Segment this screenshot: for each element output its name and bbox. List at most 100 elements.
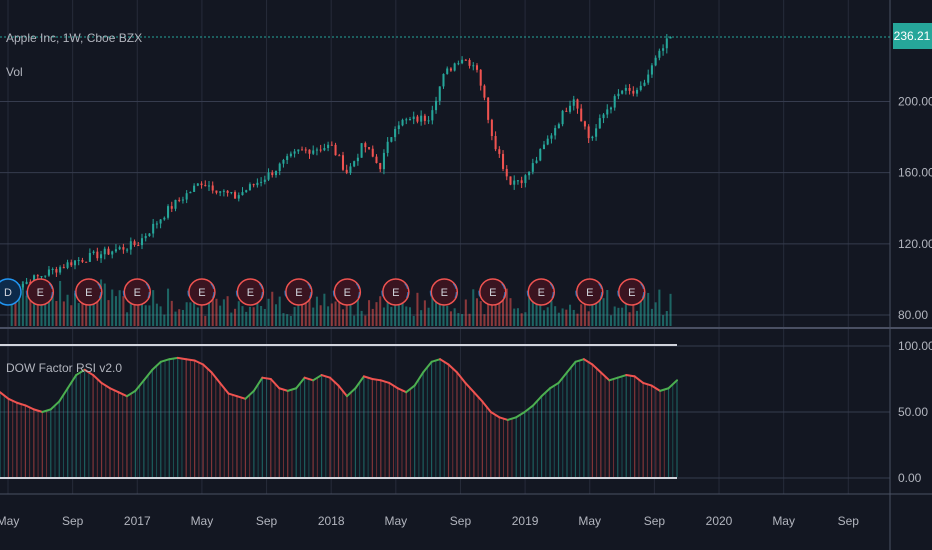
- earnings-marker: [123, 278, 152, 306]
- earnings-marker: [479, 278, 507, 306]
- volume-bar: [282, 313, 285, 326]
- candle: [371, 148, 374, 157]
- candle: [211, 185, 214, 191]
- candle: [662, 48, 665, 51]
- rsi-line-segment: [66, 374, 78, 390]
- x-tick-label: 2019: [512, 514, 539, 528]
- candle: [70, 262, 73, 266]
- indicator-title: DOW Factor RSI v2.0: [6, 361, 122, 375]
- candle: [267, 172, 270, 180]
- volume-bar: [274, 304, 278, 326]
- volume-bar: [531, 301, 534, 326]
- rsi-line-segment: [92, 374, 103, 384]
- rsi-line-segment: [235, 395, 247, 400]
- marker-ring: [25, 278, 53, 306]
- rsi-line-segment: [371, 378, 382, 382]
- marker-ring: [122, 278, 150, 306]
- volume-bar: [364, 315, 367, 326]
- rsi-line-segment: [134, 379, 145, 392]
- candle: [595, 128, 598, 137]
- rsi-line-segment: [599, 371, 611, 382]
- volume-bar: [297, 303, 300, 326]
- candle: [55, 269, 58, 273]
- volume-bar: [453, 308, 456, 326]
- volume-bar: [245, 311, 248, 326]
- volume-bar: [368, 300, 371, 326]
- volume-bar: [323, 293, 326, 326]
- candle: [539, 149, 542, 161]
- rsi-line-segment: [185, 358, 196, 362]
- volume-bar: [505, 288, 508, 326]
- candle: [524, 175, 527, 184]
- x-tick-label: Sep: [644, 514, 666, 528]
- volume-bar: [204, 315, 207, 326]
- candle: [167, 206, 170, 218]
- volume-bar: [583, 298, 586, 326]
- rsi-tick-label: 100.00: [898, 339, 932, 353]
- rsi-line-segment: [565, 360, 577, 374]
- volume-bar: [617, 307, 620, 326]
- price-tick-label: 120.00: [898, 237, 932, 251]
- volume-bar: [639, 296, 642, 326]
- volume-bar: [338, 288, 341, 326]
- candle: [204, 185, 207, 187]
- candle: [96, 251, 99, 259]
- earnings-marker: [188, 278, 216, 306]
- candle: [546, 138, 549, 145]
- x-tick-label: May: [772, 514, 795, 528]
- candle: [602, 114, 605, 119]
- volume-bar: [557, 312, 560, 326]
- volume-bar: [196, 307, 199, 326]
- candle: [111, 251, 114, 255]
- candle: [289, 153, 292, 157]
- volume-bar: [144, 305, 147, 326]
- volume-bar: [539, 293, 542, 326]
- x-tick-label: 2018: [318, 514, 345, 528]
- candle: [278, 163, 281, 171]
- volume-bar: [100, 279, 103, 326]
- marker-ring: [332, 278, 360, 306]
- volume-bar: [457, 313, 460, 326]
- volume-bar: [271, 291, 274, 326]
- candle: [498, 149, 501, 154]
- volume-bar: [598, 295, 601, 326]
- candle: [598, 118, 601, 129]
- rsi-line-segment: [75, 368, 86, 377]
- rsi-line-segment: [0, 391, 10, 400]
- marker-ring: [235, 278, 263, 306]
- volume-bar: [550, 300, 553, 326]
- candle: [25, 281, 28, 285]
- volume-bar: [669, 293, 672, 326]
- volume-bar: [472, 289, 475, 326]
- earnings-marker: [430, 278, 459, 306]
- candle: [152, 223, 155, 234]
- rsi-line-segment: [7, 397, 18, 404]
- rsi-line-segment: [557, 371, 568, 384]
- marker-label: E: [628, 287, 635, 299]
- candle: [639, 85, 642, 90]
- volume-bar: [148, 305, 151, 326]
- volume-bar: [47, 285, 50, 326]
- volume-bar: [572, 309, 575, 326]
- candle: [382, 152, 385, 170]
- volume-bar: [509, 298, 512, 326]
- rsi-line-segment: [320, 374, 332, 379]
- candle: [345, 169, 348, 173]
- candle: [44, 275, 47, 277]
- candle: [628, 87, 631, 91]
- rsi-line-segment: [83, 368, 95, 377]
- volume-bar: [401, 297, 404, 326]
- rsi-line-segment: [396, 387, 408, 394]
- candle: [356, 157, 359, 162]
- volume-bar: [427, 307, 430, 326]
- candle: [118, 247, 121, 250]
- candle: [248, 184, 251, 191]
- candle: [312, 150, 315, 154]
- volume-bar: [356, 297, 359, 326]
- candle: [360, 143, 363, 158]
- volume-bar: [51, 289, 54, 326]
- candle: [107, 248, 110, 255]
- volume-bar: [289, 315, 292, 326]
- volume-bar: [475, 298, 479, 326]
- volume-bar: [330, 303, 333, 326]
